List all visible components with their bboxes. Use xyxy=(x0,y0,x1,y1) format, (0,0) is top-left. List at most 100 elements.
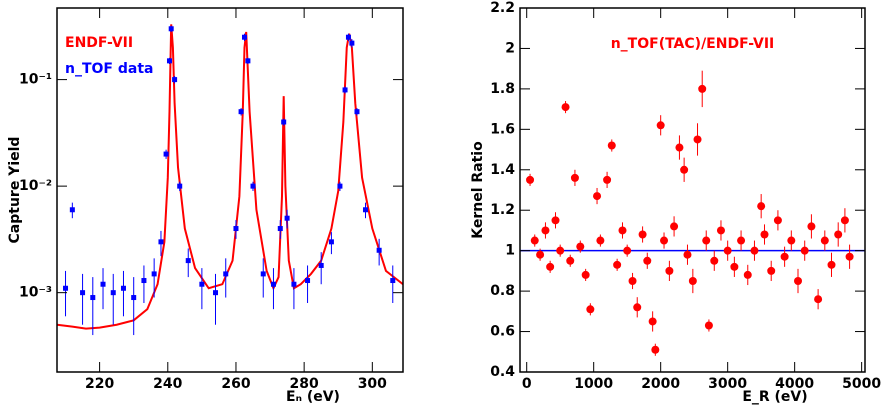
data-point xyxy=(100,281,106,287)
data-point xyxy=(376,247,382,253)
data-point xyxy=(807,222,816,231)
data-point xyxy=(277,226,283,232)
data-point xyxy=(660,236,669,245)
data-point xyxy=(757,202,766,211)
data-point xyxy=(698,84,707,93)
data-point xyxy=(536,250,545,259)
y-tick-label: 10⁻² xyxy=(19,178,52,194)
annotation: n_TOF(TAC)/ENDF-VII xyxy=(611,36,775,52)
data-point xyxy=(566,256,575,265)
x-tick-label: 260 xyxy=(221,376,250,392)
plot-area xyxy=(57,24,403,336)
y-tick-label: 10⁻¹ xyxy=(19,72,52,88)
data-point xyxy=(172,77,178,83)
data-point xyxy=(241,34,247,40)
data-point xyxy=(556,246,565,255)
data-point xyxy=(141,278,147,284)
y-tick-label: 2.2 xyxy=(490,0,515,16)
data-point xyxy=(260,271,266,277)
data-point xyxy=(773,216,782,225)
data-point xyxy=(827,260,836,269)
plot-area xyxy=(520,70,865,356)
data-point xyxy=(665,266,674,275)
x-tick-label: 2000 xyxy=(641,376,680,392)
data-point xyxy=(780,252,789,261)
plot-frame xyxy=(56,7,404,373)
y-axis-label: Capture Yield xyxy=(7,137,23,244)
data-point xyxy=(199,281,205,287)
data-point xyxy=(131,295,137,301)
data-point xyxy=(814,295,823,304)
y-tick-label: 0.4 xyxy=(490,364,515,380)
data-point xyxy=(820,236,829,245)
data-point xyxy=(840,216,849,225)
data-point xyxy=(800,246,809,255)
data-point xyxy=(743,270,752,279)
data-point xyxy=(704,321,713,330)
data-point xyxy=(163,151,169,157)
data-point xyxy=(688,277,697,285)
data-point xyxy=(576,242,585,251)
data-point xyxy=(570,173,579,182)
data-point xyxy=(245,58,251,64)
data-point xyxy=(702,236,711,245)
data-point xyxy=(581,270,590,279)
y-tick-label: 1.2 xyxy=(490,202,515,218)
y-tick-label: 1.6 xyxy=(490,121,515,137)
data-point xyxy=(737,236,746,245)
data-point xyxy=(168,26,174,32)
data-point xyxy=(223,271,229,277)
y-tick-label: 10⁻³ xyxy=(19,285,52,301)
data-point xyxy=(281,119,287,125)
data-line xyxy=(57,24,403,330)
y-axis-label: Kernel Ratio xyxy=(470,141,486,239)
data-point xyxy=(530,236,539,245)
data-point xyxy=(213,290,219,296)
data-point xyxy=(760,230,769,239)
y-tick-label: 0.6 xyxy=(490,324,515,340)
y-tick-label: 2 xyxy=(505,40,515,56)
data-point xyxy=(110,290,116,296)
data-point xyxy=(845,252,854,261)
x-axis-label: E_R (eV) xyxy=(742,389,807,405)
data-point xyxy=(90,295,96,301)
data-point xyxy=(670,222,679,231)
data-point xyxy=(651,345,660,354)
data-point xyxy=(526,175,535,184)
data-point xyxy=(648,317,657,326)
data-point xyxy=(551,216,560,225)
data-point xyxy=(345,34,351,40)
data-point xyxy=(643,256,652,265)
x-tick-label: 4000 xyxy=(775,376,814,392)
plot-frame xyxy=(519,7,866,373)
data-point xyxy=(710,256,719,265)
x-tick-label: 280 xyxy=(290,376,319,392)
data-point xyxy=(363,207,369,213)
data-point xyxy=(328,239,334,245)
data-point xyxy=(270,281,276,287)
x-tick-label: 0 xyxy=(522,376,532,392)
x-tick-label: 3000 xyxy=(708,376,747,392)
data-point xyxy=(284,215,290,221)
data-point xyxy=(623,246,632,255)
data-point xyxy=(618,226,627,235)
legend-entry: n_TOF data xyxy=(65,61,153,77)
data-point xyxy=(596,236,605,245)
data-point xyxy=(69,207,75,213)
data-point xyxy=(250,183,256,189)
data-point xyxy=(120,285,126,291)
data-point xyxy=(390,278,396,284)
data-point xyxy=(638,230,647,239)
data-point xyxy=(603,175,612,184)
data-point xyxy=(80,290,86,296)
data-point xyxy=(607,141,616,150)
y-tick-label: 1.8 xyxy=(490,81,515,97)
x-tick-label: 1000 xyxy=(574,376,613,392)
data-point xyxy=(723,246,732,255)
x-tick-label: 240 xyxy=(153,376,182,392)
x-tick-label: 220 xyxy=(85,376,114,392)
legend-entry: ENDF-VII xyxy=(65,35,133,51)
data-point xyxy=(349,40,355,46)
data-point xyxy=(354,109,360,115)
